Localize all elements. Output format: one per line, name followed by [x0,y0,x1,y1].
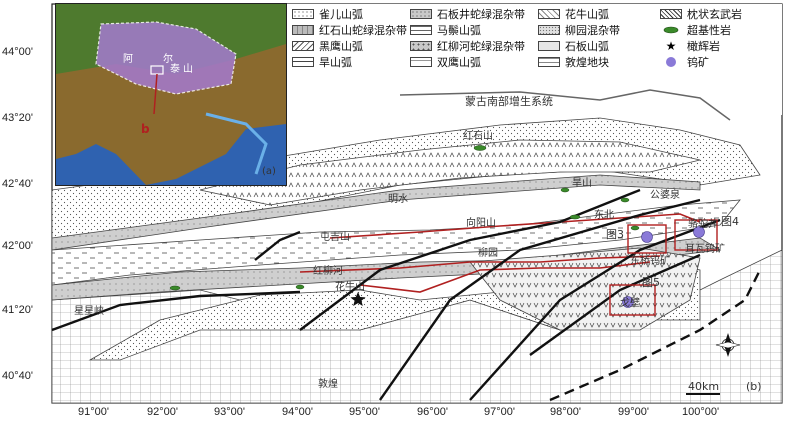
inset-map [55,3,287,186]
label-fig3: 图3 [606,228,624,241]
label-xingxingxia: 星星峡 [74,306,104,317]
legend-item: 敦煌地块 [538,55,609,69]
label-fig5: 图5 [642,276,660,289]
legend-swatch [292,41,314,51]
legend-swatch [410,41,432,51]
legend-label: 旱山弧 [319,56,352,69]
inset-b-marker: b [141,122,150,136]
lat-tick: 40°40' [2,370,33,382]
legend-item: 雀儿山弧 [292,7,363,21]
legend-swatch [660,9,682,19]
label-fig4: 图4 [721,215,739,228]
legend-item: 双鹰山弧 [410,55,481,69]
legend-swatch [538,41,560,51]
lat-tick: 42°00' [2,240,33,252]
legend-item: 柳园混杂带 [538,23,620,37]
lon-tick: 91°00' [78,406,109,418]
legend-label: 石板山弧 [565,40,609,53]
lon-tick: 92°00' [147,406,178,418]
legend-swatch [292,9,314,19]
label-mongolia: 蒙古南部增生系统 [465,95,553,108]
label-hongliuhe: 红柳河 [313,266,343,277]
legend-swatch [292,57,314,67]
legend-item: 旱山弧 [292,55,352,69]
legend-swatch [410,25,432,35]
inset-label-4: 山 [183,64,193,75]
inset-terrain [56,4,286,185]
legend-label: 超基性岩 [687,24,731,37]
label-yuntai: 耳瓦钨矿 [685,244,725,255]
inset-label-1: 阿 [123,54,133,65]
legend-item: 花牛山弧 [538,7,609,21]
label-gongpoquan: 公婆泉 [650,190,680,201]
lat-tick: 41°20' [2,304,33,316]
legend-swatch [660,25,682,35]
legend-swatch [538,57,560,67]
inset-label-3: 泰 [170,64,180,75]
label-hanshan: 旱山 [572,178,592,189]
legend-swatch [660,57,682,67]
legend-label: 双鹰山弧 [437,56,481,69]
legend: 雀儿山弧 石板井蛇绿混杂带 花牛山弧 枕状玄武岩红石山蛇绿混杂带 马鬃山弧 柳园混杂带 超基… [292,5,762,71]
label-liuyuan: 柳园 [478,248,498,259]
label-luotuojing: 骆驼井 [688,219,718,230]
label-b: (b) [746,380,762,393]
legend-item: 超基性岩 [660,23,731,37]
lon-tick: 96°00' [417,406,448,418]
lat-tick: 44°00' [2,46,33,58]
label-hongshishan: 红石山 [463,131,493,142]
label-tunjiishan: 屯吉山 [320,232,350,243]
scale-label: 40km [688,380,720,393]
legend-label: 马鬃山弧 [437,24,481,37]
legend-item: 红石山蛇绿混杂带 [292,23,407,37]
legend-item: 枕状玄武岩 [660,7,742,21]
legend-item: ★ 橄辉岩 [660,39,720,53]
legend-item: 黑鹰山弧 [292,39,363,53]
label-huaniushan: 花牛山 [335,282,365,293]
legend-label: 敦煌地块 [565,56,609,69]
lat-tick: 43°20' [2,112,33,124]
inset-label-2: 尔 [163,54,173,65]
legend-label: 橄辉岩 [687,40,720,53]
lon-tick: 97°00' [484,406,515,418]
legend-label: 石板井蛇绿混杂带 [437,8,525,21]
label-xiangyangshan: 向阳山 [466,218,496,229]
legend-swatch [292,25,314,35]
legend-swatch: ★ [665,39,677,53]
legend-label: 枕状玄武岩 [687,8,742,21]
legend-item: 石板井蛇绿混杂带 [410,7,525,21]
legend-label: 红石山蛇绿混杂带 [319,24,407,37]
lon-tick: 99°00' [618,406,649,418]
legend-item: 钨矿 [660,55,709,69]
legend-label: 雀儿山弧 [319,8,363,21]
legend-label: 柳园混杂带 [565,24,620,37]
lon-tick: 93°00' [214,406,245,418]
legend-label: 钨矿 [687,56,709,69]
label-dongqiao: 东桥钨矿 [630,256,670,267]
lat-tick: 42°40' [2,178,33,190]
legend-swatch [538,9,560,19]
legend-swatch [538,25,560,35]
lon-tick: 100°00' [682,406,720,418]
legend-label: 花牛山弧 [565,8,609,21]
lon-tick: 95°00' [349,406,380,418]
legend-item: 红柳河蛇绿混杂带 [410,39,525,53]
label-mingshui: 明水 [388,194,408,205]
legend-swatch [410,9,432,19]
lon-tick: 98°00' [550,406,581,418]
legend-item: 石板山弧 [538,39,609,53]
legend-label: 黑鹰山弧 [319,40,363,53]
label-gobi: 戈壁 [620,298,640,309]
legend-item: 马鬃山弧 [410,23,481,37]
lon-tick: 94°00' [282,406,313,418]
legend-swatch [410,57,432,67]
label-dunhuang: 敦煌 [318,379,338,390]
label-dongbei: 东北 [594,210,614,221]
legend-label: 红柳河蛇绿混杂带 [437,40,525,53]
inset-a-label: (a) [262,166,276,177]
